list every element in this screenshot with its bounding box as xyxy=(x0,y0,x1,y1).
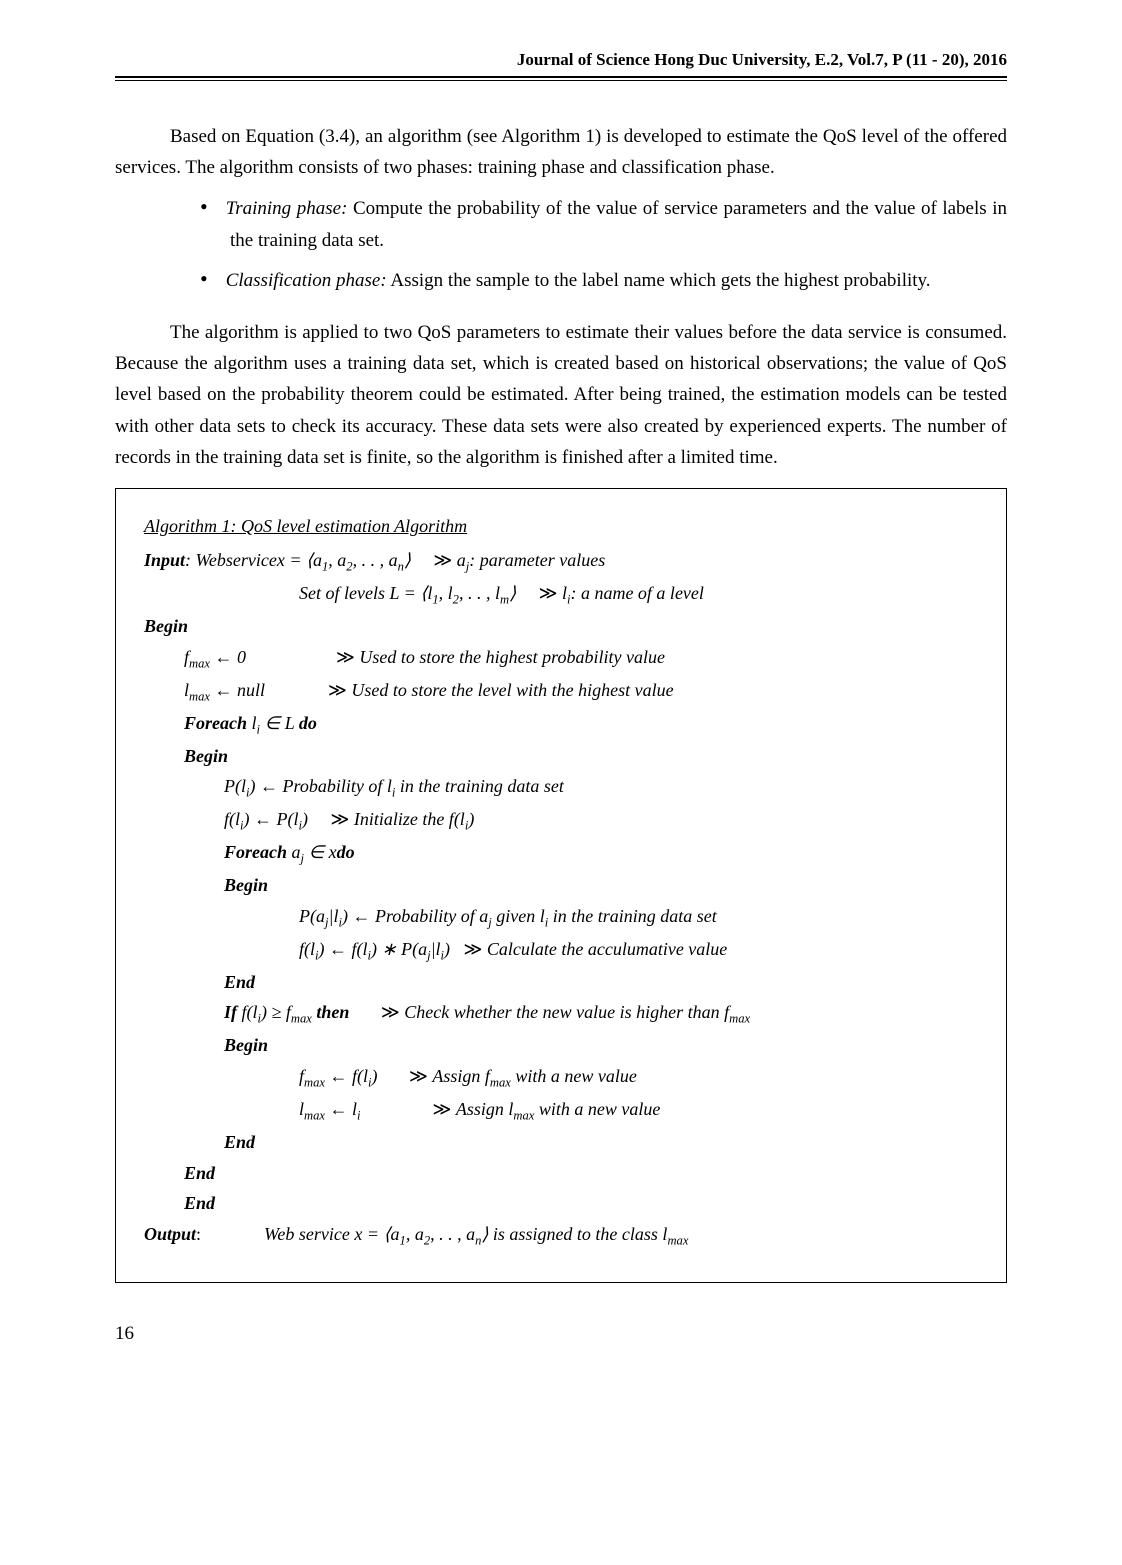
algo-begin-4: Begin xyxy=(144,1030,978,1061)
page-number: 16 xyxy=(115,1323,1007,1345)
algo-lmax-init: lmax ← null ≫ Used to store the level wi… xyxy=(144,675,978,708)
algo-foreach-1: Foreach li ∈ L do xyxy=(144,708,978,741)
algo-begin-3: Begin xyxy=(144,870,978,901)
algo-end-4: End xyxy=(144,1188,978,1219)
algo-fmax-init: fmax ← 0 ≫ Used to store the highest pro… xyxy=(144,642,978,675)
paragraph-1: Based on Equation (3.4), an algorithm (s… xyxy=(115,121,1007,184)
algo-output: Output: Web service x = ⟨a1, a2, . . , a… xyxy=(144,1219,978,1252)
bullet-1: Training phase: Compute the probability … xyxy=(115,189,1007,257)
algo-if: If f(li) ≥ fmax then ≫ Check whether the… xyxy=(144,997,978,1030)
algo-paj: P(aj|li) ← Probability of aj given li in… xyxy=(144,901,978,934)
body-text: Based on Equation (3.4), an algorithm (s… xyxy=(115,121,1007,473)
algo-end-2: End xyxy=(144,1127,978,1158)
algo-fli-calc: f(li) ← f(li) ∗ P(aj|li) ≫ Calculate the… xyxy=(144,934,978,967)
bullet-2: Classification phase: Assign the sample … xyxy=(115,261,1007,297)
algo-pli: P(li) ← Probability of li in the trainin… xyxy=(144,771,978,804)
algo-fmax-assign: fmax ← f(li) ≫ Assign fmax with a new va… xyxy=(144,1061,978,1094)
algo-end-3: End xyxy=(144,1158,978,1189)
algo-input-1: Input: Webservicex = ⟨a1, a2, . . , an⟩ … xyxy=(144,545,978,578)
algo-foreach-2: Foreach aj ∈ xdo xyxy=(144,837,978,870)
paragraph-2: The algorithm is applied to two QoS para… xyxy=(115,317,1007,474)
algorithm-title: Algorithm 1: QoS level estimation Algori… xyxy=(144,511,978,542)
algo-end-1: End xyxy=(144,967,978,998)
journal-header: Journal of Science Hong Duc University, … xyxy=(115,50,1007,78)
algo-begin-2: Begin xyxy=(144,741,978,772)
algo-fli: f(li) ← P(li) ≫ Initialize the f(li) xyxy=(144,804,978,837)
algo-input-2: Set of levels L = ⟨l1, l2, . . , lm⟩ ≫ l… xyxy=(144,578,978,611)
header-rule xyxy=(115,80,1007,81)
algorithm-box: Algorithm 1: QoS level estimation Algori… xyxy=(115,488,1007,1282)
algo-begin: Begin xyxy=(144,611,978,642)
bullet-list: Training phase: Compute the probability … xyxy=(115,189,1007,298)
algo-lmax-assign: lmax ← li ≫ Assign lmax with a new value xyxy=(144,1094,978,1127)
